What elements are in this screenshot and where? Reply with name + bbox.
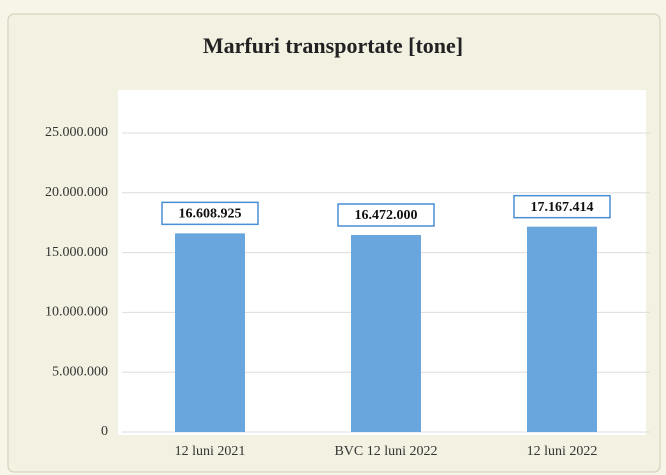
bar <box>527 226 597 432</box>
value-label-box <box>513 194 611 219</box>
value-label: 16.472.000 <box>355 208 418 223</box>
bar <box>351 234 421 432</box>
y-tick-label: 0 <box>101 424 108 439</box>
bar <box>175 233 245 432</box>
y-tick-label: 25.000.000 <box>45 125 108 140</box>
value-label: 16.608.925 <box>179 207 242 222</box>
x-tick-label: 12 luni 2021 <box>175 444 246 459</box>
y-tick-label: 10.000.000 <box>45 305 108 320</box>
y-tick-label: 20.000.000 <box>45 185 108 200</box>
value-label-box <box>337 203 435 227</box>
value-label: 17.167.414 <box>531 200 594 215</box>
x-tick-label: 12 luni 2022 <box>527 444 598 459</box>
y-tick-label: 15.000.000 <box>45 245 108 260</box>
x-tick-label: BVC 12 luni 2022 <box>334 444 437 459</box>
y-tick-label: 5.000.000 <box>52 364 108 379</box>
chart-title: Marfuri transportate [tone] <box>203 33 463 58</box>
value-label-box <box>161 201 259 226</box>
